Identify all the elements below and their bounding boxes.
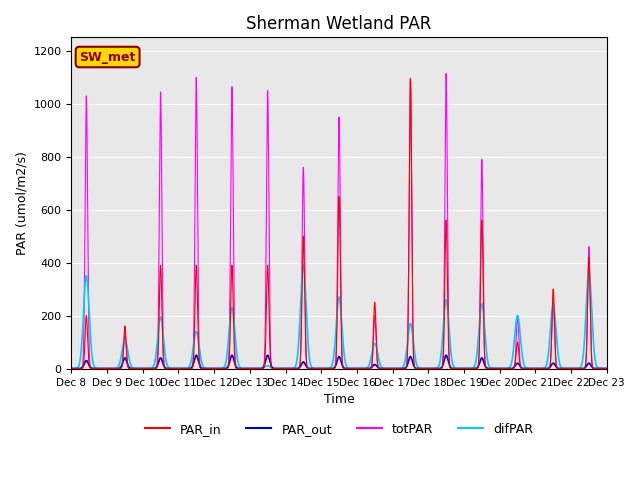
PAR_in — [490, 366, 497, 372]
PAR_out — [164, 366, 172, 372]
difPAR — [164, 363, 172, 369]
difPAR — [68, 366, 76, 372]
PAR_out — [68, 366, 76, 372]
Text: SW_met: SW_met — [79, 50, 136, 63]
PAR_in — [406, 76, 414, 82]
difPAR — [319, 366, 327, 372]
Line: difPAR: difPAR — [72, 265, 607, 369]
PAR_out — [459, 366, 467, 372]
totPAR — [68, 366, 76, 372]
PAR_in — [602, 366, 610, 372]
totPAR — [602, 366, 610, 372]
PAR_out — [193, 352, 200, 358]
PAR_out — [603, 366, 611, 372]
difPAR — [603, 366, 611, 372]
totPAR — [442, 71, 450, 76]
Line: PAR_out: PAR_out — [72, 355, 607, 369]
Title: Sherman Wetland PAR: Sherman Wetland PAR — [246, 15, 432, 33]
totPAR — [459, 366, 467, 372]
Y-axis label: PAR (umol/m2/s): PAR (umol/m2/s) — [15, 151, 28, 255]
difPAR — [459, 366, 467, 372]
difPAR — [300, 263, 307, 268]
PAR_in — [68, 366, 76, 372]
PAR_out — [490, 366, 497, 372]
totPAR — [490, 366, 497, 372]
totPAR — [164, 366, 172, 372]
difPAR — [490, 366, 497, 372]
PAR_in — [603, 366, 611, 372]
Legend: PAR_in, PAR_out, totPAR, difPAR: PAR_in, PAR_out, totPAR, difPAR — [140, 418, 538, 441]
totPAR — [429, 366, 437, 372]
PAR_out — [319, 366, 327, 372]
Line: totPAR: totPAR — [72, 73, 607, 369]
PAR_out — [602, 366, 610, 372]
PAR_in — [429, 366, 437, 372]
PAR_in — [319, 366, 326, 372]
totPAR — [319, 366, 326, 372]
Line: PAR_in: PAR_in — [72, 79, 607, 369]
X-axis label: Time: Time — [324, 393, 355, 406]
difPAR — [429, 366, 437, 372]
difPAR — [602, 366, 610, 372]
PAR_out — [429, 366, 437, 372]
PAR_in — [459, 366, 467, 372]
totPAR — [603, 366, 611, 372]
PAR_in — [164, 366, 172, 372]
